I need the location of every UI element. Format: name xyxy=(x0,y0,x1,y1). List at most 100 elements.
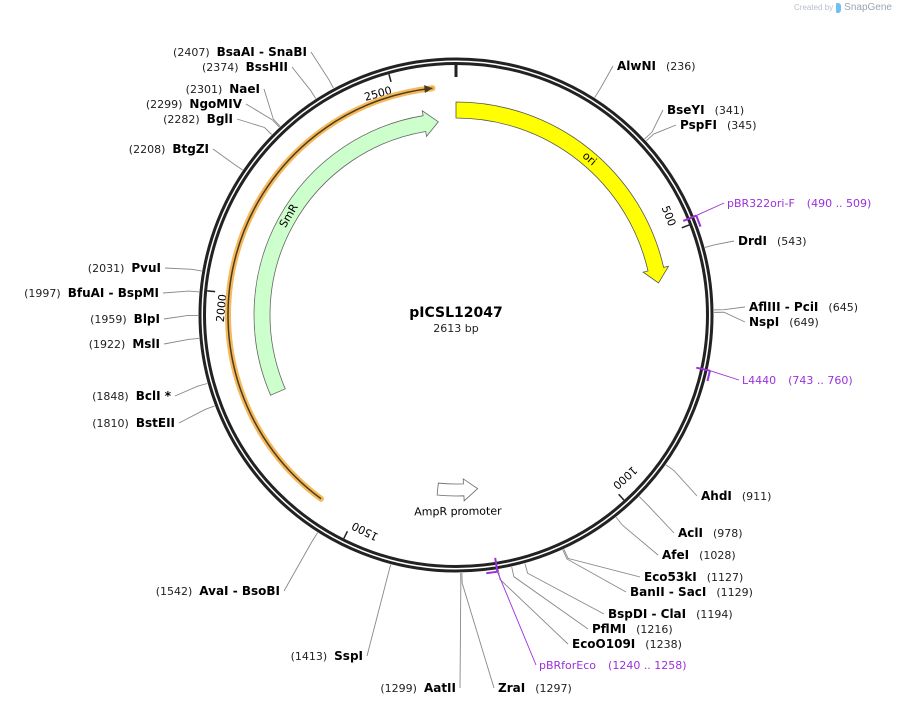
tick-mark xyxy=(681,224,690,229)
orf-arrowhead-icon xyxy=(424,85,433,94)
primer-label: pBRforEco (1240 .. 1258) xyxy=(539,659,687,672)
site-name: BseYI xyxy=(667,103,705,117)
primer-name: L4440 xyxy=(742,374,776,387)
site-leader xyxy=(310,51,334,89)
site-leader xyxy=(665,464,698,497)
restriction-site-label: (1413) SspI xyxy=(291,649,363,663)
primer-name: pBR322ori-F xyxy=(727,197,795,210)
plasmid-backbone xyxy=(198,57,714,573)
restriction-site-label: BanII - SacI (1129) xyxy=(630,585,753,599)
restriction-site-label: BspDI - ClaI (1194) xyxy=(608,607,733,621)
site-position: (1413) xyxy=(291,650,328,663)
restriction-site-label: PspFI (345) xyxy=(680,118,757,132)
site-labels: AlwNI (236) BseYI (341)PspFI (345) DrdI (543) A… xyxy=(24,45,858,695)
restriction-site-label: NspI (649) xyxy=(749,315,819,329)
site-leader xyxy=(563,549,641,578)
restriction-site-label: AflIII - PciI (645) xyxy=(749,300,858,314)
site-name: BsaAI - SnaBI xyxy=(217,45,307,59)
restriction-site-label: (1810) BstEII xyxy=(92,416,175,430)
primer-range: (1240 .. 1258) xyxy=(608,659,687,672)
site-leader xyxy=(704,240,735,248)
site-leader xyxy=(713,306,746,311)
site-leader xyxy=(163,337,200,345)
primer-range: (490 .. 509) xyxy=(807,197,872,210)
site-position: (1542) xyxy=(156,585,193,598)
site-leader xyxy=(713,311,746,323)
tick-label: 500 xyxy=(659,204,679,228)
site-leader xyxy=(263,88,281,127)
site-leader xyxy=(562,549,627,593)
site-leader xyxy=(615,516,659,556)
site-leader xyxy=(212,148,243,171)
restriction-site-label: (2374) BssHII xyxy=(202,60,288,74)
site-position: (1216) xyxy=(636,623,673,636)
site-name: AflIII - PciI xyxy=(749,300,818,314)
site-name: EcoO109I xyxy=(572,637,635,651)
credit-prefix: Created by xyxy=(794,3,834,12)
site-leader xyxy=(594,65,614,98)
site-leader xyxy=(178,405,215,424)
plasmid-title-block: pICSL12047 2613 bp xyxy=(409,305,502,335)
site-leader-lines xyxy=(162,51,746,689)
site-name: NaeI xyxy=(229,82,260,96)
site-leader xyxy=(164,267,202,272)
site-leader xyxy=(638,496,675,534)
restriction-site-label: DrdI (543) xyxy=(738,234,807,248)
orf-line xyxy=(227,87,433,500)
tick-mark xyxy=(343,530,349,539)
backbone-outer-strand xyxy=(198,57,714,573)
site-leader xyxy=(162,290,200,294)
site-position: (341) xyxy=(715,104,745,117)
snapgene-credit: Created by SnapGene xyxy=(794,2,892,13)
restriction-site-label: AlwNI (236) xyxy=(617,59,696,73)
site-leader xyxy=(291,66,317,99)
site-leader xyxy=(646,124,677,142)
restriction-site-label: AfeI (1028) xyxy=(662,548,736,562)
site-position: (645) xyxy=(828,301,858,314)
feature-arrow-ampr-promoter xyxy=(436,478,479,502)
primer-label: pBR322ori-F (490 .. 509) xyxy=(727,197,871,210)
primer-leader xyxy=(709,370,740,381)
plasmid-name: pICSL12047 xyxy=(409,305,502,321)
restriction-site-label: AhdI (911) xyxy=(701,489,771,503)
restriction-site-label: Eco53kI (1127) xyxy=(644,570,743,584)
tick-label: 1000 xyxy=(610,463,639,491)
site-position: (2301) xyxy=(186,83,223,96)
restriction-site-label: (2299) NgoMIV xyxy=(146,97,243,111)
site-position: (2299) xyxy=(146,98,183,111)
site-name: DrdI xyxy=(738,234,767,248)
site-leader xyxy=(163,315,199,320)
restriction-site-label: BseYI (341) xyxy=(667,103,744,117)
site-name: BssHII xyxy=(246,60,288,74)
primer-leader xyxy=(496,571,537,666)
site-position: (2282) xyxy=(163,113,200,126)
site-name: BglI xyxy=(207,112,233,126)
feature-arrow-ori xyxy=(455,101,670,284)
site-name: PflMI xyxy=(592,622,626,636)
restriction-site-label: (2301) NaeI xyxy=(186,82,260,96)
restriction-site-label: (2407) BsaAI - SnaBI xyxy=(173,45,307,59)
primer-cap xyxy=(696,366,711,372)
tick-mark xyxy=(207,290,216,293)
site-name: BanII - SacI xyxy=(630,585,706,599)
site-name: AclI xyxy=(678,526,703,540)
site-name: BstEII xyxy=(136,416,175,430)
site-position: (1810) xyxy=(92,417,129,430)
restriction-site-label: AclI (978) xyxy=(678,526,743,540)
site-leader xyxy=(245,103,280,128)
site-name: SspI xyxy=(334,649,363,663)
site-position: (1194) xyxy=(696,608,733,621)
site-name: ZraI xyxy=(498,681,525,695)
primer-sites: pBR322ori-F (490 .. 509) L4440 (743 .. 760)… xyxy=(486,197,871,672)
site-position: (2208) xyxy=(129,143,166,156)
site-position: (1299) xyxy=(380,682,417,695)
site-position: (1127) xyxy=(707,571,744,584)
site-leader xyxy=(511,566,589,630)
site-name: PvuI xyxy=(131,261,161,275)
site-name: BlpI xyxy=(134,312,160,326)
site-leader xyxy=(644,109,664,140)
site-name: BtgZI xyxy=(172,142,209,156)
site-name: BspDI - ClaI xyxy=(608,607,686,621)
site-position: (2407) xyxy=(173,46,210,59)
